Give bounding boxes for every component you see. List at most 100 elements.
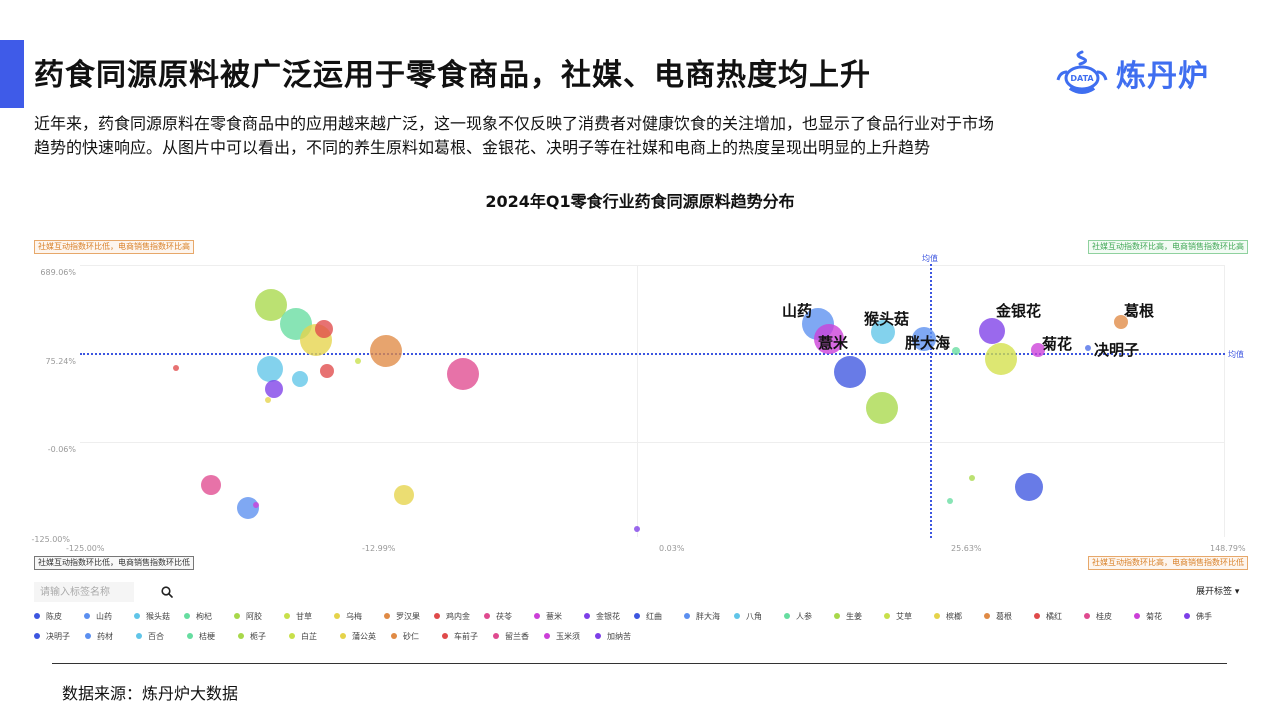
legend-label: 槟榔 — [946, 611, 962, 621]
data-bubble[interactable] — [201, 475, 221, 495]
legend-item[interactable]: 甘草 — [284, 611, 334, 622]
legend-dot-icon — [334, 613, 340, 619]
plot-area — [80, 265, 1225, 537]
legend-item[interactable]: 红曲 — [634, 611, 684, 622]
y-tick: 689.06% — [40, 268, 76, 277]
chart-legend: 陈皮 山药 猴头菇 枸杞 阿胶 甘草 乌梅 罗汉果 鸡内金 茯苓 薏米 金银花 红曲 胖大海 八角 人参 生姜 艾… — [34, 606, 1234, 646]
y-tick: -0.06% — [47, 445, 76, 454]
mean-line-vertical — [930, 264, 932, 538]
legend-item[interactable]: 决明子 — [34, 631, 85, 642]
legend-dot-icon — [784, 613, 790, 619]
legend-row: 决明子 药材 百合 桔梗 栀子 白芷 蒲公英 砂仁 车前子 留兰香 玉米须 加纳苦 — [34, 626, 1234, 646]
y-tick: 75.24% — [45, 357, 76, 366]
quadrant-label-bottom-right: 社媒互动指数环比高，电商销售指数环比低 — [1088, 556, 1248, 570]
data-bubble[interactable] — [173, 365, 179, 371]
legend-item[interactable]: 蒲公英 — [340, 631, 391, 642]
data-bubble[interactable] — [447, 358, 479, 390]
legend-item[interactable]: 留兰香 — [493, 631, 544, 642]
legend-label: 罗汉果 — [396, 611, 420, 621]
legend-dot-icon — [1034, 613, 1040, 619]
data-bubble[interactable] — [320, 364, 334, 378]
bubble-label: 薏米 — [818, 334, 849, 352]
legend-item[interactable]: 山药 — [84, 611, 134, 622]
legend-dot-icon — [1084, 613, 1090, 619]
legend-item[interactable]: 茯苓 — [484, 611, 534, 622]
data-bubble[interactable] — [253, 502, 259, 508]
legend-item[interactable]: 罗汉果 — [384, 611, 434, 622]
legend-label: 红曲 — [646, 611, 662, 621]
legend-item[interactable]: 百合 — [136, 631, 187, 642]
data-bubble[interactable] — [979, 318, 1005, 344]
bubble-label: 葛根 — [1124, 302, 1155, 320]
data-bubble[interactable] — [634, 526, 640, 532]
legend-dot-icon — [595, 633, 601, 639]
legend-item[interactable]: 砂仁 — [391, 631, 442, 642]
data-bubble[interactable] — [394, 485, 414, 505]
svg-text:DATA: DATA — [1070, 74, 1094, 83]
grid-line-y — [80, 442, 1225, 443]
legend-item[interactable]: 八角 — [734, 611, 784, 622]
expand-tags-button[interactable]: 展开标签 ▾ — [1196, 584, 1239, 597]
legend-item[interactable]: 橘红 — [1034, 611, 1084, 622]
legend-item[interactable]: 葛根 — [984, 611, 1034, 622]
legend-item[interactable]: 艾草 — [884, 611, 934, 622]
data-bubble[interactable] — [265, 380, 283, 398]
legend-item[interactable]: 阿胶 — [234, 611, 284, 622]
data-bubble[interactable] — [866, 392, 898, 424]
data-bubble[interactable] — [834, 356, 866, 388]
legend-item[interactable]: 玉米须 — [544, 631, 595, 642]
data-bubble[interactable] — [871, 320, 895, 344]
data-bubble[interactable] — [814, 324, 844, 354]
legend-item[interactable]: 桔梗 — [187, 631, 238, 642]
legend-item[interactable]: 桂皮 — [1084, 611, 1134, 622]
bubble-label: 决明子 — [1094, 341, 1140, 359]
legend-item[interactable]: 枸杞 — [184, 611, 234, 622]
tag-search-input[interactable] — [34, 582, 134, 602]
data-bubble[interactable] — [355, 358, 361, 364]
legend-item[interactable]: 槟榔 — [934, 611, 984, 622]
legend-label: 薏米 — [546, 611, 562, 621]
brand-logo: DATA 炼丹炉 — [1052, 48, 1209, 98]
legend-item[interactable]: 陈皮 — [34, 611, 84, 622]
search-button[interactable] — [158, 583, 176, 601]
caret-down-icon: ▾ — [1234, 587, 1240, 597]
legend-item[interactable]: 栀子 — [238, 631, 289, 642]
legend-item[interactable]: 佛手 — [1184, 611, 1234, 622]
data-bubble[interactable] — [370, 335, 402, 367]
data-bubble[interactable] — [985, 343, 1017, 375]
data-bubble[interactable] — [257, 356, 283, 382]
legend-item[interactable]: 生姜 — [834, 611, 884, 622]
data-bubble[interactable] — [912, 327, 936, 351]
data-bubble[interactable] — [969, 475, 975, 481]
data-bubble[interactable] — [947, 498, 953, 504]
data-bubble[interactable] — [237, 497, 259, 519]
legend-item[interactable]: 药材 — [85, 631, 136, 642]
legend-item[interactable]: 鸡内金 — [434, 611, 484, 622]
legend-item[interactable]: 乌梅 — [334, 611, 384, 622]
legend-label: 猴头菇 — [146, 611, 170, 621]
legend-dot-icon — [534, 613, 540, 619]
data-bubble[interactable] — [1085, 345, 1091, 351]
legend-item[interactable]: 胖大海 — [684, 611, 734, 622]
legend-item[interactable]: 菊花 — [1134, 611, 1184, 622]
brand-name: 炼丹炉 — [1116, 59, 1209, 94]
legend-item[interactable]: 猴头菇 — [134, 611, 184, 622]
legend-label: 陈皮 — [46, 611, 62, 621]
legend-item[interactable]: 加纳苦 — [595, 631, 646, 642]
legend-item[interactable]: 薏米 — [534, 611, 584, 622]
legend-dot-icon — [984, 613, 990, 619]
legend-item[interactable]: 白芷 — [289, 631, 340, 642]
data-bubble[interactable] — [292, 371, 308, 387]
data-bubble[interactable] — [1114, 315, 1128, 329]
data-bubble[interactable] — [952, 347, 960, 355]
legend-item[interactable]: 金银花 — [584, 611, 634, 622]
legend-label: 决明子 — [46, 631, 70, 641]
bubble-label: 金银花 — [996, 302, 1042, 320]
data-bubble[interactable] — [1031, 343, 1045, 357]
legend-dot-icon — [85, 633, 91, 639]
data-bubble[interactable] — [1015, 473, 1043, 501]
legend-item[interactable]: 人参 — [784, 611, 834, 622]
data-bubble[interactable] — [315, 320, 333, 338]
legend-item[interactable]: 车前子 — [442, 631, 493, 642]
data-bubble[interactable] — [265, 397, 271, 403]
